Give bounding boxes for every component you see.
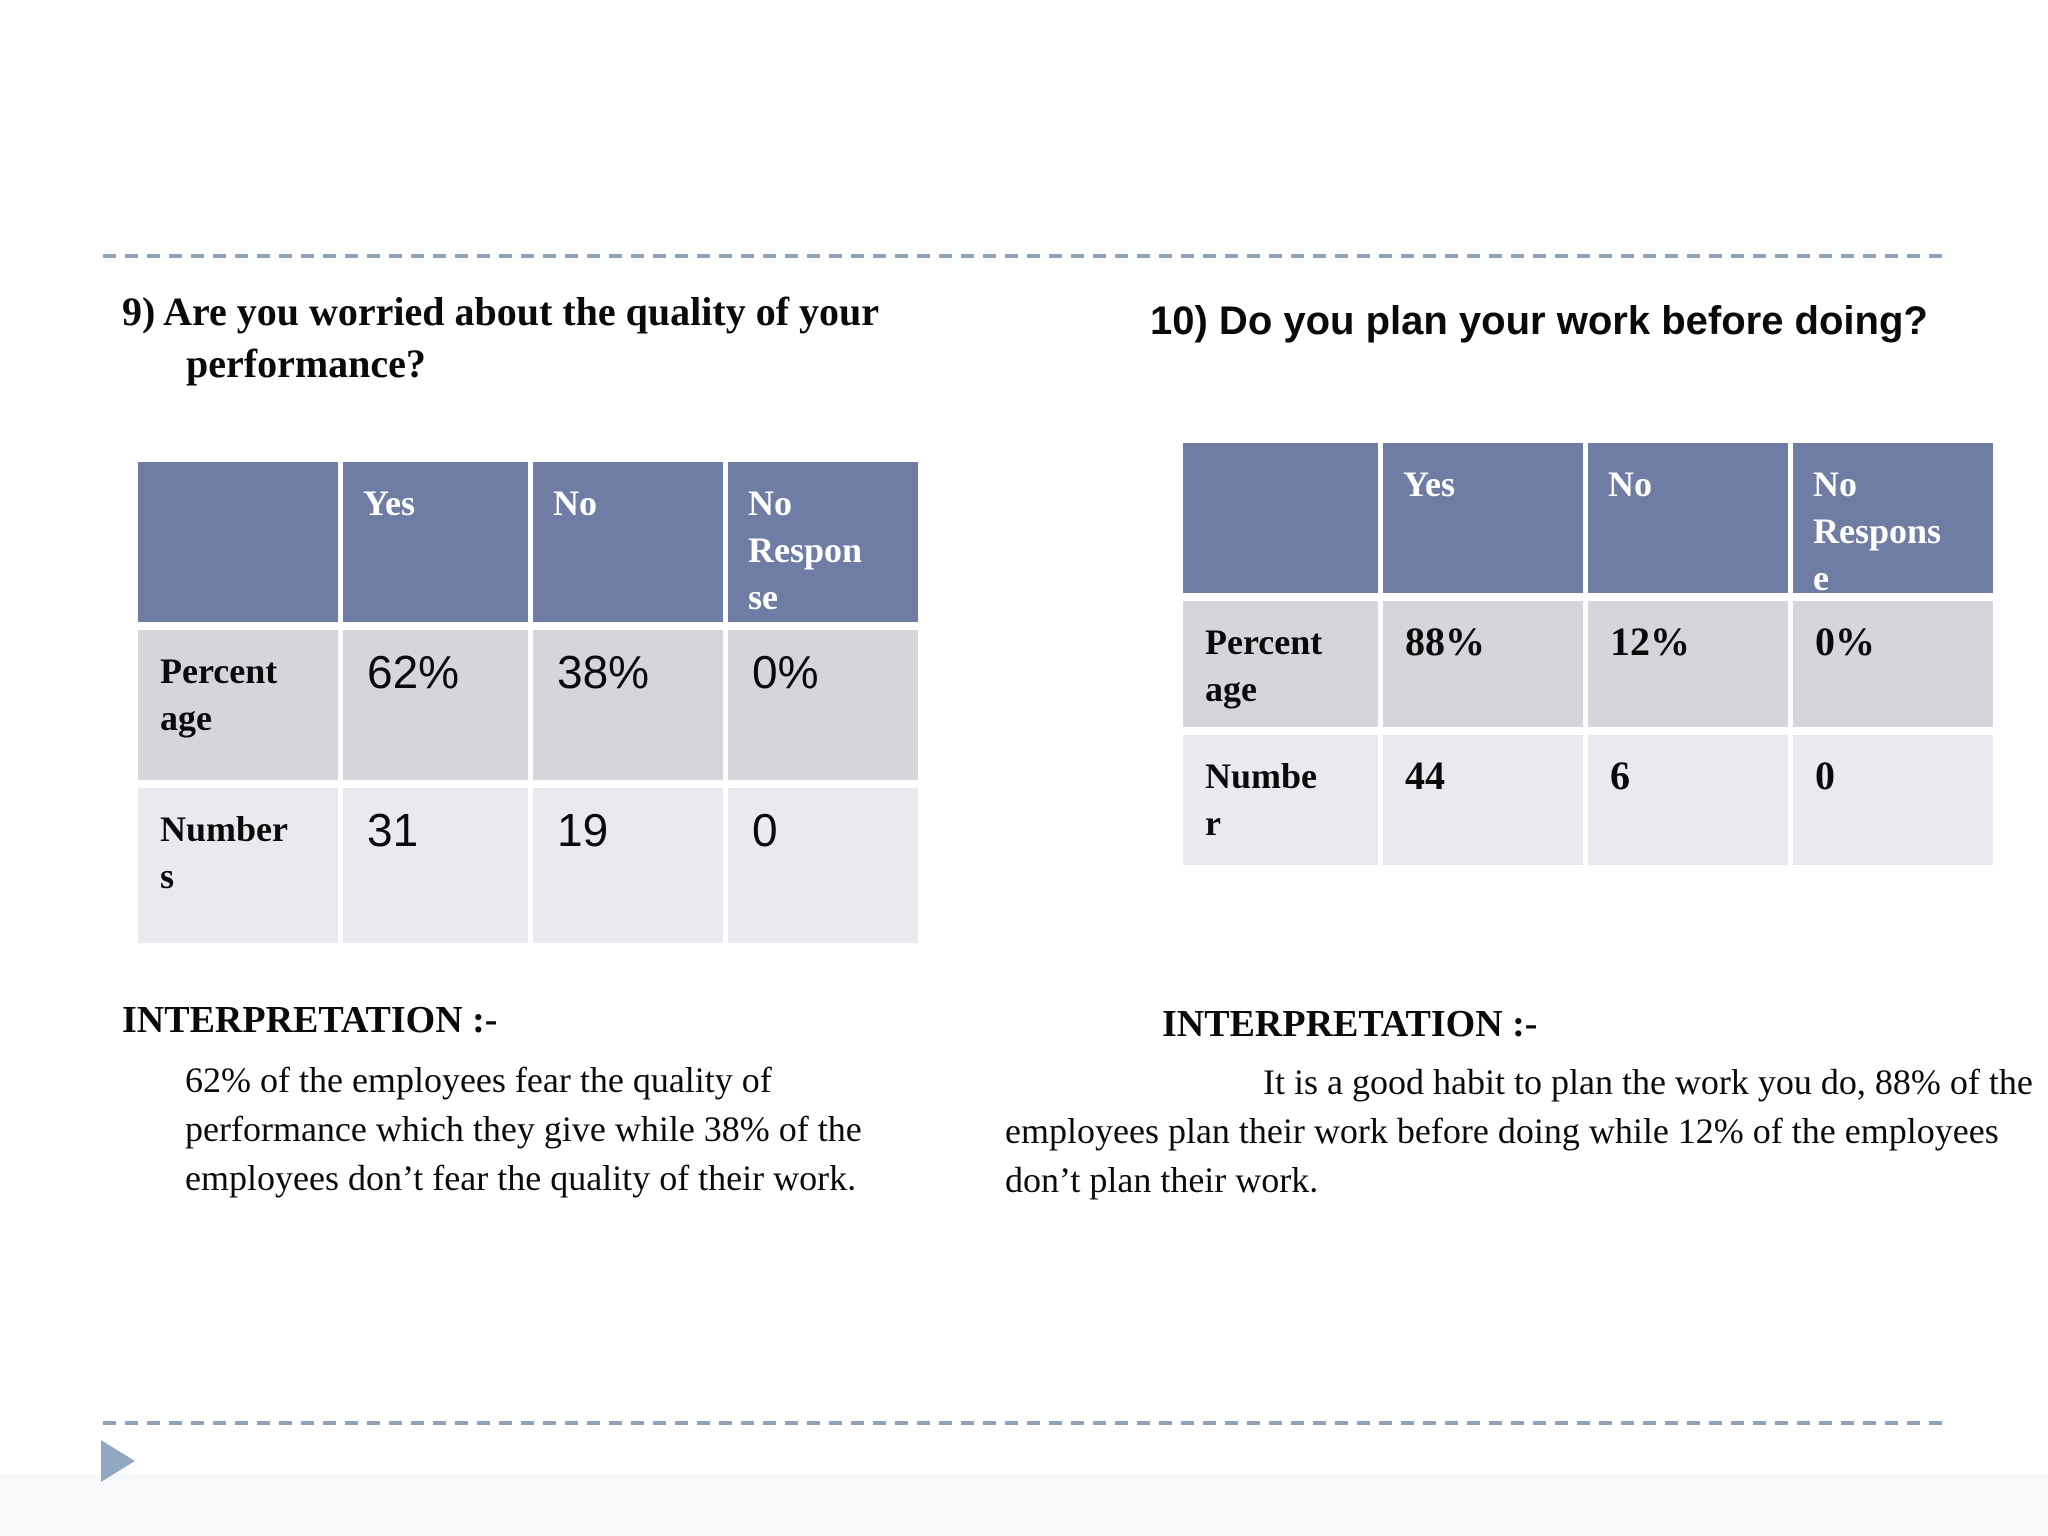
q9-percentage-yes: 62%: [343, 630, 528, 780]
q10-number-yes: 44: [1383, 735, 1583, 865]
q9-numbers-yes: 31: [343, 788, 528, 943]
q10-row-percentage-label: Percentage: [1183, 601, 1378, 727]
q10-interpretation-body: It is a good habit to plan the work you …: [1005, 1062, 2033, 1200]
q9-interpretation-body: 62% of the employees fear the quality of…: [185, 1060, 862, 1198]
q9-percentage-no: 38%: [533, 630, 723, 780]
q10-header-no-response: No Response: [1793, 443, 1993, 593]
q9-numbers-no-response: 0: [728, 788, 918, 943]
slide-bottom-band: [0, 1474, 2048, 1536]
question-10-table: Yes No No Response Percentage 88% 12% 0%…: [1183, 443, 1993, 865]
q10-header-yes: Yes: [1383, 443, 1583, 593]
q10-number-no: 6: [1588, 735, 1788, 865]
q10-number-no-response: 0: [1793, 735, 1993, 865]
q10-header-no: No: [1588, 443, 1788, 593]
q9-header-no: No: [533, 462, 723, 622]
question-10-title: 10) Do you plan your work before doing?: [1150, 299, 1928, 343]
q10-percentage-no: 12%: [1588, 601, 1788, 727]
q10-interpretation-heading: INTERPRETATION :-: [1162, 1003, 1538, 1045]
q9-header-blank: [138, 462, 338, 622]
q10-percentage-yes: 88%: [1383, 601, 1583, 727]
question-9-table: Yes No No Response Percentage 62% 38% 0%…: [138, 462, 918, 943]
q9-percentage-no-response: 0%: [728, 630, 918, 780]
bottom-divider: [103, 1421, 1945, 1425]
q9-header-no-response: No Response: [728, 462, 918, 622]
q10-header-blank: [1183, 443, 1378, 593]
q9-numbers-no: 19: [533, 788, 723, 943]
q10-row-number-label: Number: [1183, 735, 1378, 865]
question-9-title: 9) Are you worried about the quality of …: [122, 289, 879, 386]
top-divider: [103, 254, 1945, 258]
q9-row-numbers-label: Numbers: [138, 788, 338, 943]
q9-header-yes: Yes: [343, 462, 528, 622]
q10-percentage-no-response: 0%: [1793, 601, 1993, 727]
q9-row-percentage-label: Percentage: [138, 630, 338, 780]
next-slide-triangle-icon: [101, 1440, 135, 1482]
q9-interpretation-heading: INTERPRETATION :-: [122, 999, 498, 1041]
